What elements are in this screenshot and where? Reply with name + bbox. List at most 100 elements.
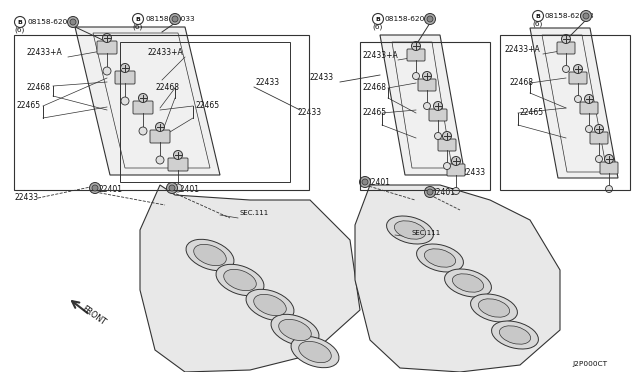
Circle shape [67, 16, 79, 28]
Text: 22465: 22465 [16, 101, 40, 110]
Circle shape [138, 93, 147, 103]
FancyBboxPatch shape [150, 130, 170, 143]
Ellipse shape [478, 299, 509, 317]
Text: FRONT: FRONT [80, 304, 108, 327]
Text: 08158-62033: 08158-62033 [145, 16, 195, 22]
FancyBboxPatch shape [447, 164, 465, 176]
Circle shape [372, 13, 383, 25]
Circle shape [156, 156, 164, 164]
FancyBboxPatch shape [418, 79, 436, 91]
Text: 08158-62033: 08158-62033 [385, 16, 435, 22]
Text: (6): (6) [15, 26, 25, 32]
Polygon shape [355, 185, 560, 372]
Circle shape [584, 94, 593, 103]
Text: 22401: 22401 [432, 188, 456, 197]
Text: J2P000CT: J2P000CT [572, 361, 607, 367]
Circle shape [174, 184, 182, 192]
Circle shape [605, 154, 614, 164]
Circle shape [427, 189, 433, 195]
Text: 22465: 22465 [520, 108, 544, 117]
Circle shape [605, 186, 612, 192]
Text: SEC.111: SEC.111 [240, 210, 269, 216]
Ellipse shape [387, 216, 433, 244]
Circle shape [573, 64, 582, 74]
Ellipse shape [394, 221, 426, 239]
Text: 22433+A: 22433+A [26, 48, 61, 57]
Text: 22433: 22433 [310, 73, 334, 82]
Ellipse shape [424, 249, 456, 267]
Ellipse shape [271, 314, 319, 346]
FancyBboxPatch shape [557, 42, 575, 54]
Text: 22401: 22401 [98, 185, 122, 194]
Text: SEC.111: SEC.111 [412, 230, 441, 236]
FancyBboxPatch shape [168, 158, 188, 171]
Circle shape [561, 35, 570, 44]
Circle shape [424, 103, 431, 109]
Circle shape [121, 97, 129, 105]
Ellipse shape [445, 269, 492, 297]
Text: B: B [536, 13, 540, 19]
Text: B: B [17, 19, 22, 25]
Text: 22433: 22433 [14, 193, 38, 202]
Circle shape [90, 183, 100, 193]
Text: 22433: 22433 [298, 108, 322, 117]
FancyBboxPatch shape [569, 72, 587, 84]
Ellipse shape [246, 289, 294, 321]
Circle shape [170, 13, 180, 25]
Polygon shape [75, 27, 220, 175]
FancyBboxPatch shape [580, 102, 598, 114]
Circle shape [435, 132, 442, 140]
Circle shape [580, 10, 591, 22]
Circle shape [424, 13, 435, 25]
Ellipse shape [278, 319, 311, 341]
Text: 22401: 22401 [175, 185, 199, 194]
Circle shape [422, 71, 431, 80]
FancyBboxPatch shape [600, 162, 618, 174]
FancyBboxPatch shape [429, 109, 447, 121]
Circle shape [444, 163, 451, 170]
Text: (6): (6) [373, 23, 383, 29]
Ellipse shape [299, 341, 332, 363]
Text: 22433+A: 22433+A [148, 48, 184, 57]
Circle shape [169, 185, 175, 191]
Circle shape [532, 10, 543, 22]
Circle shape [595, 155, 602, 163]
Circle shape [156, 122, 164, 131]
Circle shape [139, 127, 147, 135]
Circle shape [442, 131, 451, 141]
FancyBboxPatch shape [590, 132, 608, 144]
Text: B: B [376, 16, 380, 22]
Text: 22465: 22465 [363, 108, 387, 117]
Ellipse shape [499, 326, 531, 344]
Circle shape [575, 96, 582, 103]
Circle shape [360, 176, 371, 187]
FancyBboxPatch shape [438, 139, 456, 151]
Circle shape [586, 125, 593, 132]
Text: B: B [136, 16, 140, 22]
Circle shape [452, 187, 460, 195]
Ellipse shape [470, 294, 517, 322]
Circle shape [433, 102, 442, 110]
Polygon shape [380, 35, 465, 175]
Text: 22468: 22468 [26, 83, 50, 92]
Ellipse shape [224, 269, 256, 291]
Circle shape [362, 179, 368, 185]
Circle shape [172, 16, 178, 22]
FancyBboxPatch shape [133, 101, 153, 114]
Circle shape [166, 183, 177, 193]
Bar [500, 35, 630, 190]
Text: 22433+A: 22433+A [505, 45, 541, 54]
Circle shape [451, 157, 461, 166]
Circle shape [563, 65, 570, 73]
Text: 08158-62033: 08158-62033 [27, 19, 77, 25]
Circle shape [132, 13, 143, 25]
Circle shape [583, 13, 589, 19]
Text: 22468: 22468 [363, 83, 387, 92]
Text: 22468: 22468 [510, 78, 534, 87]
Ellipse shape [452, 274, 484, 292]
Text: 22433+A: 22433+A [363, 51, 399, 60]
Text: 08158-62033: 08158-62033 [545, 13, 595, 19]
Circle shape [427, 16, 433, 22]
Ellipse shape [417, 244, 463, 272]
FancyBboxPatch shape [115, 71, 135, 84]
